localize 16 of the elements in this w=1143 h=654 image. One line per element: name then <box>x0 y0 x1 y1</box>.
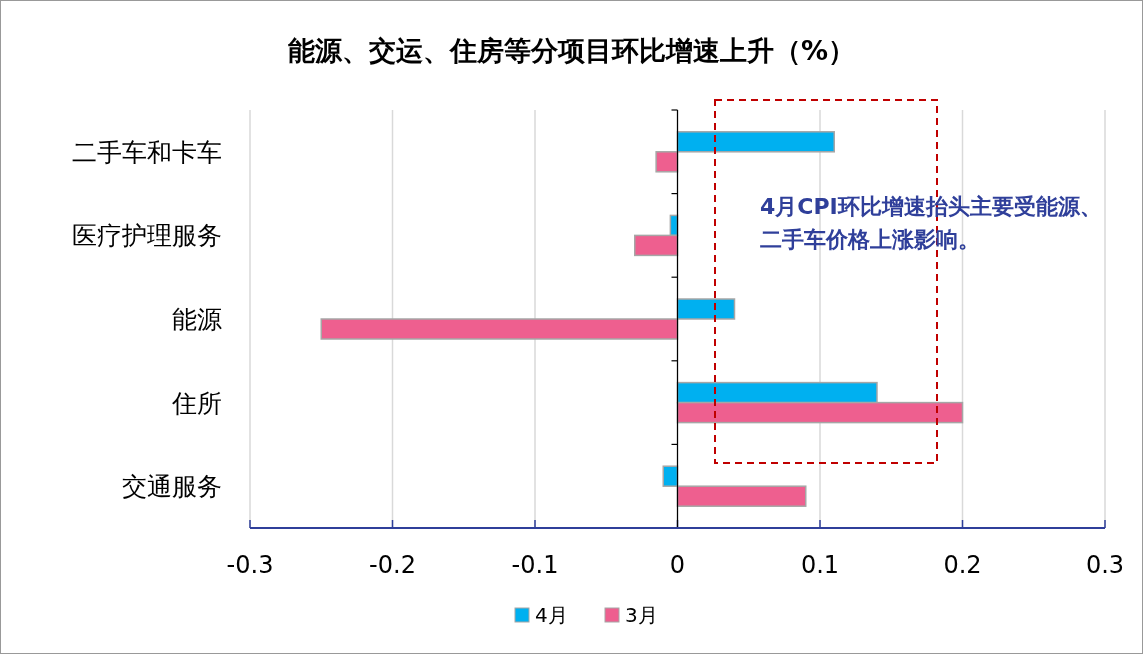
y-tick-label: 住所 <box>171 388 222 418</box>
x-tick-label: 0.1 <box>800 551 840 579</box>
y-tick-label: 医疗护理服务 <box>72 221 222 251</box>
annotation: 4月CPI环比增速抬头主要受能源、二手车价格上涨影响。 <box>760 193 1103 254</box>
y-tick-label: 能源 <box>172 305 222 334</box>
legend-label: 4月 <box>535 603 568 627</box>
x-tick-label: 0 <box>669 551 686 579</box>
x-tick-label: 0.2 <box>943 551 982 579</box>
x-tick-label: -0.3 <box>226 551 274 579</box>
legend-label: 3月 <box>625 603 658 627</box>
x-tick-label: -0.2 <box>369 551 416 579</box>
x-tick-label: -0.1 <box>511 551 559 579</box>
chart-title: 能源、交运、住房等分项目环比增速上升（%） <box>287 35 856 66</box>
x-tick-label: 0.3 <box>1085 551 1125 579</box>
y-tick-label: 交通服务 <box>122 472 222 502</box>
y-tick-label: 二手车和卡车 <box>72 137 222 167</box>
